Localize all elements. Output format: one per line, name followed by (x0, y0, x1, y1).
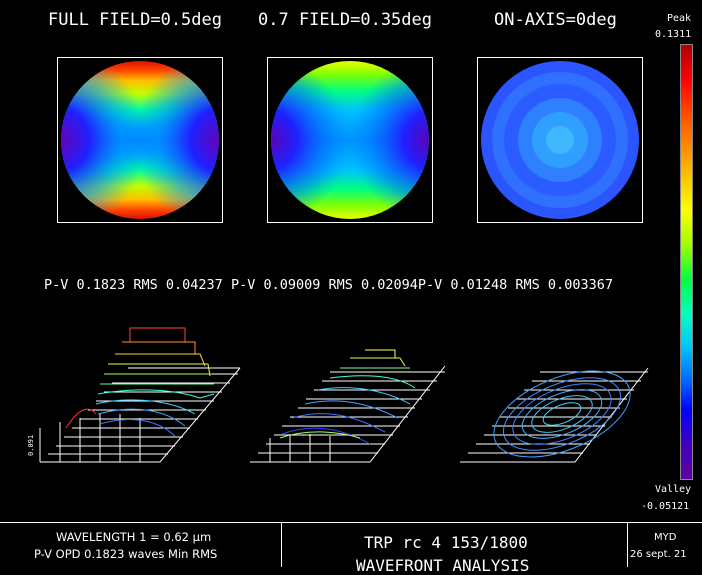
footer-left-cell: WAVELENGTH 1 = 0.62 µm P-V OPD 0.1823 wa… (0, 523, 282, 567)
plot3d-07-field (250, 349, 446, 463)
stats-on-axis: P-V 0.01248 RMS 0.003367 (417, 277, 613, 293)
stats-07-field: P-V 0.09009 RMS 0.02094 (230, 277, 418, 293)
wavefront-3d-plots: 0.091 (27, 327, 649, 463)
wavefront-map-on-axis (477, 57, 643, 223)
stats-full-field: P-V 0.1823 RMS 0.04237 (44, 277, 223, 293)
colorbar-valley-value: -0.05121 (641, 501, 690, 512)
footer-lens-name: TRP rc 4 153/1800 (364, 533, 528, 552)
footer-date: 26 sept. 21 (630, 549, 687, 560)
plot3d-scale-label: 0.091 (27, 435, 35, 456)
footer: WAVELENGTH 1 = 0.62 µm P-V OPD 0.1823 wa… (0, 522, 702, 575)
title-full-field: FULL FIELD=0.5deg (48, 10, 222, 30)
colorbar-peak-value: 0.1311 (655, 29, 692, 40)
plot3d-full-field (39, 327, 241, 463)
wavefront-map-07-field (267, 57, 433, 223)
footer-center-cell: TRP rc 4 153/1800 WAVEFRONT ANALYSIS (282, 523, 628, 575)
title-07-field: 0.7 FIELD=0.35deg (258, 10, 432, 30)
colorbar (680, 44, 693, 480)
colorbar-valley-label: Valley (655, 484, 692, 495)
wavefront-map-full-field (57, 57, 223, 223)
plot3d-on-axis (460, 367, 649, 463)
footer-wavelength: WAVELENGTH 1 = 0.62 µm (56, 530, 212, 544)
title-on-axis: ON-AXIS=0deg (494, 10, 617, 30)
footer-author: MYD (654, 532, 677, 543)
colorbar-peak-label: Peak (667, 13, 692, 24)
footer-right-cell: MYD 26 sept. 21 (628, 523, 702, 567)
footer-opd: P-V OPD 0.1823 waves Min RMS (34, 547, 218, 561)
stats-row: P-V 0.1823 RMS 0.04237 P-V 0.09009 RMS 0… (44, 277, 613, 293)
